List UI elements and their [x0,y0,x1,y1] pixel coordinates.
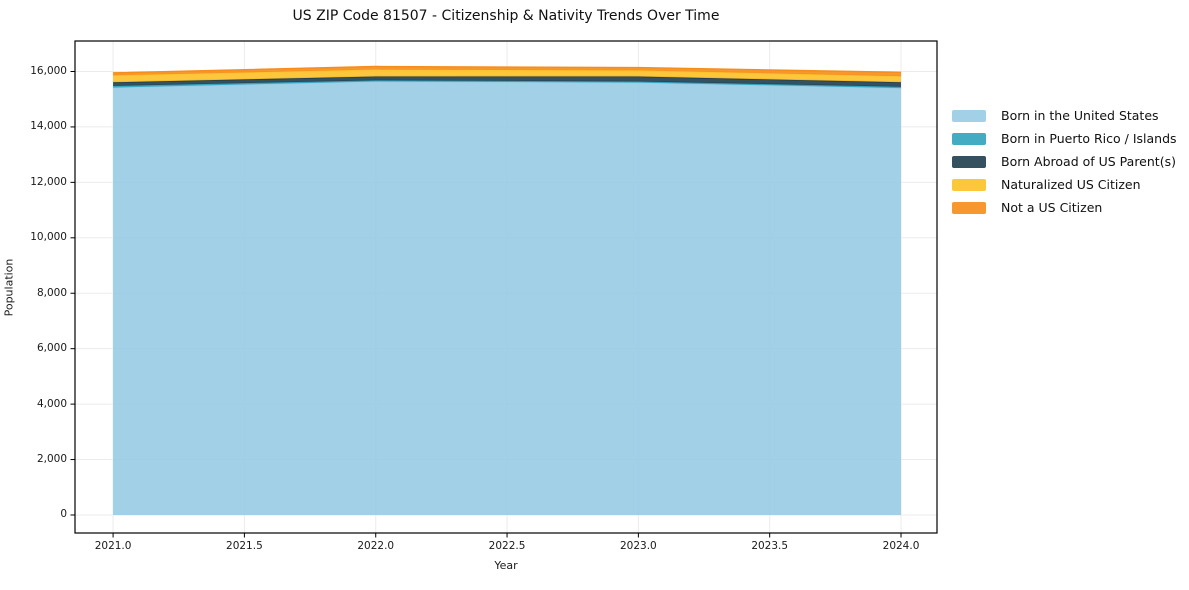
x-tick-label: 2022.0 [357,540,395,552]
legend-swatch [952,109,986,122]
y-tick-label: 4,000 [36,397,67,410]
legend-item: Born in the United States [952,104,1177,127]
y-tick-label: 14,000 [30,120,67,133]
area-edge [113,65,902,74]
legend-swatch [952,201,986,214]
x-tick-label: 2022.5 [488,540,526,552]
plot-frame [74,40,938,534]
y-tick-label: 12,000 [30,175,67,188]
x-axis-label: Year [494,559,518,572]
x-tick-label: 2023.5 [751,540,789,552]
y-tick-label: 0 [60,508,67,521]
legend-label: Born Abroad of US Parent(s) [1001,154,1176,169]
legend-label: Born in the United States [1001,108,1159,123]
chart-title: US ZIP Code 81507 - Citizenship & Nativi… [292,8,720,24]
legend-item: Naturalized US Citizen [952,173,1177,196]
y-tick-label: 10,000 [30,231,67,244]
legend-item: Born in Puerto Rico / Islands [952,127,1177,150]
legend-item: Not a US Citizen [952,196,1177,219]
y-tick-label: 6,000 [36,342,67,355]
legend-swatch [952,178,986,191]
area-naturalized-us-citizen [113,69,902,83]
x-tick-label: 2021.0 [94,540,132,552]
y-axis-label: Population [2,258,16,317]
area-born-in-the-united-states [113,81,902,515]
y-tick-label: 2,000 [36,453,67,466]
y-tick-label: 16,000 [30,64,67,77]
x-tick-label: 2024.0 [882,540,920,552]
legend-label: Not a US Citizen [1001,200,1103,215]
area-born-abroad-of-us-parent-s- [113,76,902,87]
chart-legend: Born in the United States Born in Puerto … [952,104,1177,219]
legend-label: Naturalized US Citizen [1001,177,1141,192]
y-tick-label: 8,000 [36,286,67,299]
legend-item: Born Abroad of US Parent(s) [952,150,1177,173]
legend-label: Born in Puerto Rico / Islands [1001,131,1177,146]
legend-swatch [952,132,986,145]
x-tick-label: 2023.0 [619,540,657,552]
x-tick-label: 2021.5 [226,540,263,552]
legend-swatch [952,155,986,168]
